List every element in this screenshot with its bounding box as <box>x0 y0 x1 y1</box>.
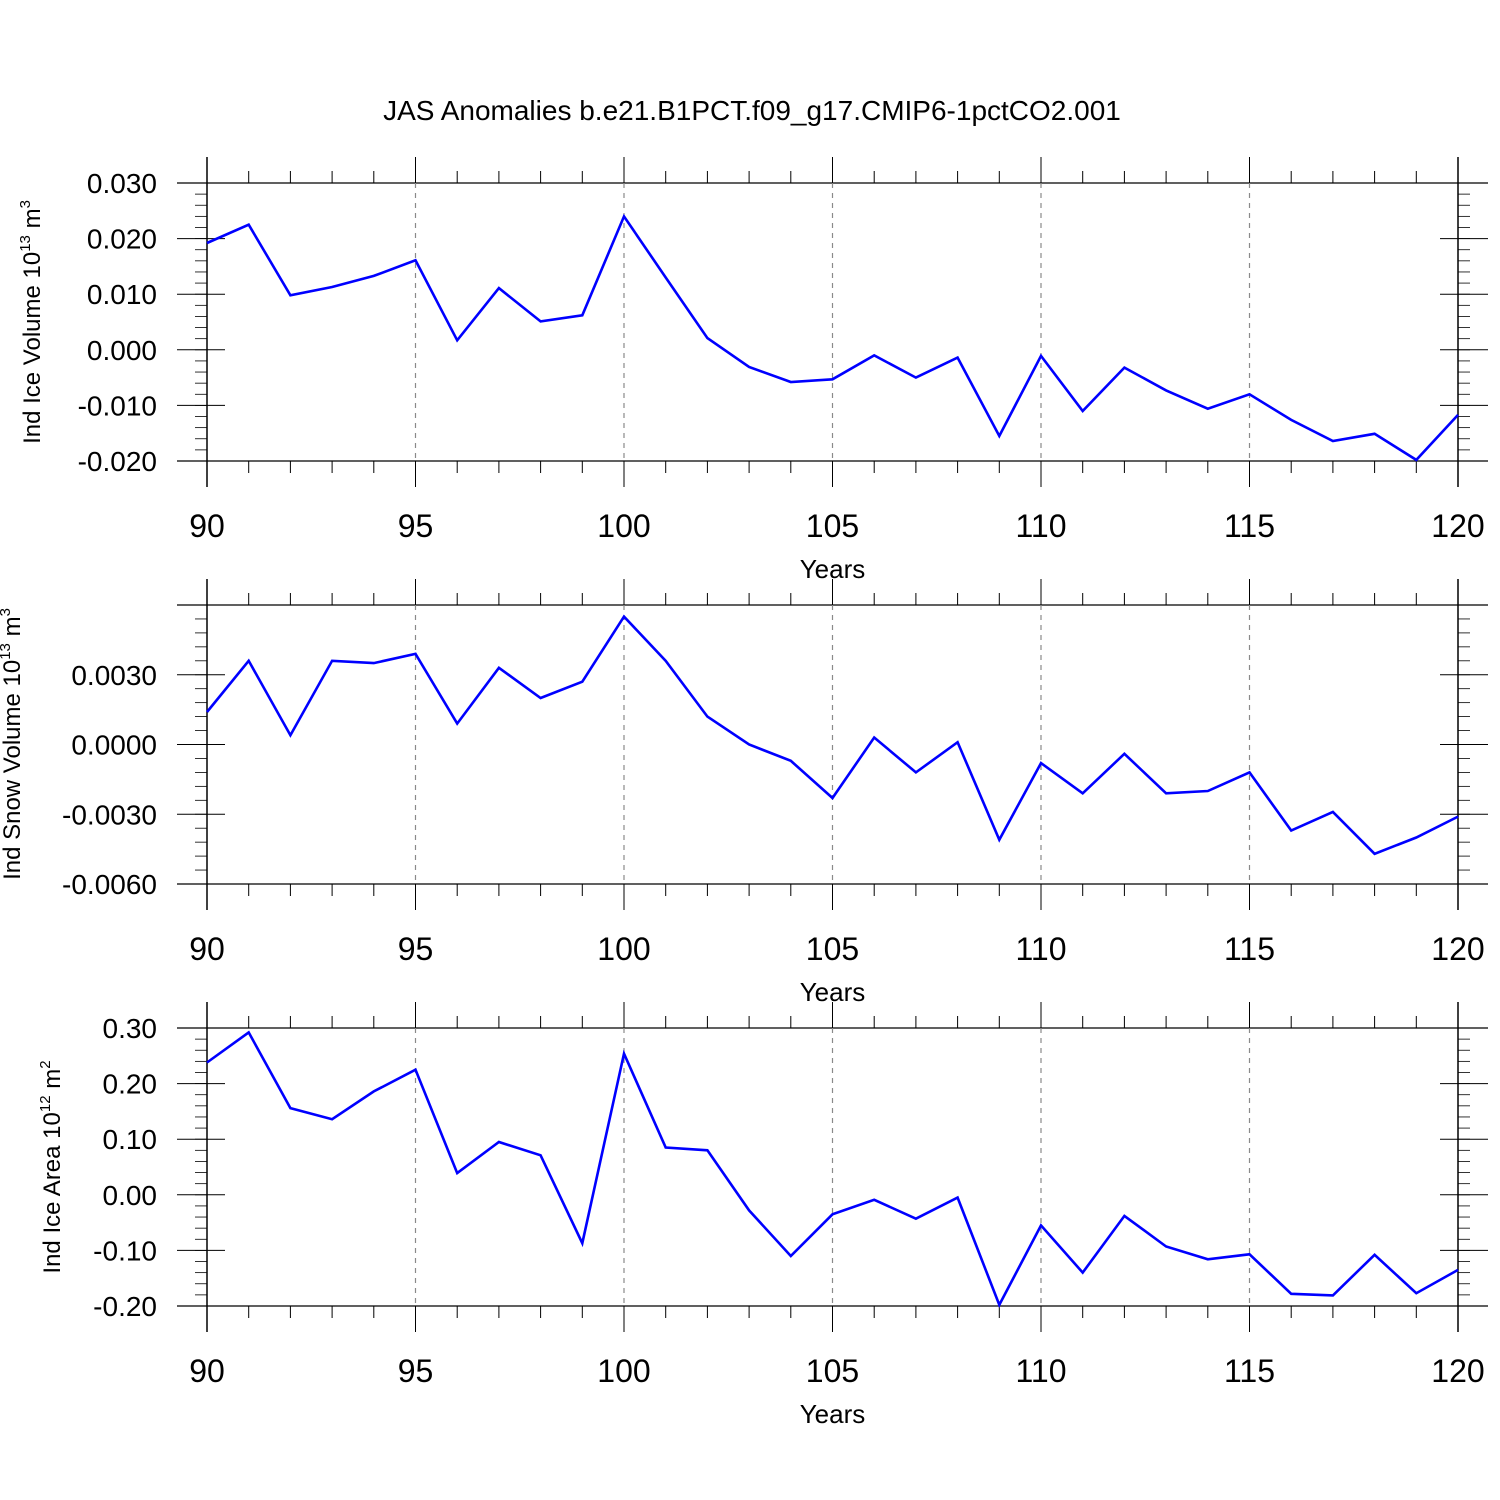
y-tick-label: 0.0000 <box>71 730 157 761</box>
y-axis-label: Ind Ice Area 1012 m2 <box>37 1060 66 1273</box>
x-tick-label: 105 <box>806 1353 859 1389</box>
y-tick-label: 0.10 <box>103 1124 158 1155</box>
x-tick-label: 115 <box>1224 508 1275 544</box>
x-tick-label: 110 <box>1015 931 1066 967</box>
x-tick-label: 100 <box>597 1353 650 1389</box>
x-tick-label: 110 <box>1015 508 1066 544</box>
y-label-text: Ind Ice Area 10 <box>39 1112 66 1273</box>
x-tick-label: 100 <box>597 931 650 967</box>
y-label-superscript: 3 <box>0 608 14 616</box>
y-label-superscript: 13 <box>17 235 34 252</box>
y-label-text: m <box>39 1069 66 1096</box>
y-label-superscript: 3 <box>17 200 34 208</box>
x-tick-label: 90 <box>189 1353 225 1389</box>
x-tick-label: 120 <box>1431 508 1484 544</box>
x-tick-label: 95 <box>398 508 434 544</box>
series-line <box>206 213 1459 462</box>
y-label-superscript: 12 <box>37 1095 54 1112</box>
x-tick-label: 105 <box>806 931 859 967</box>
y-label-superscript: 2 <box>37 1060 54 1068</box>
series-line <box>205 614 1459 856</box>
x-tick-label: 120 <box>1431 1353 1484 1389</box>
y-tick-label: -0.0030 <box>62 799 157 830</box>
y-tick-label: 0.000 <box>87 335 157 366</box>
y-axis-label: Ind Ice Volume 1013 m3 <box>17 200 46 444</box>
y-tick-label: -0.0060 <box>62 869 157 900</box>
x-tick-label: 90 <box>189 508 225 544</box>
x-tick-label: 120 <box>1431 931 1484 967</box>
y-label-text: Ind Snow Volume 10 <box>0 660 26 880</box>
y-tick-label: -0.20 <box>93 1291 157 1322</box>
x-tick-label: 95 <box>398 931 434 967</box>
y-axis-label: Ind Snow Volume 1013 m3 <box>0 608 26 880</box>
series-line <box>206 1030 1459 1309</box>
y-tick-label: -0.10 <box>93 1235 157 1266</box>
y-tick-label: 0.20 <box>103 1069 158 1100</box>
chart-title: JAS Anomalies b.e21.B1PCT.f09_g17.CMIP6-… <box>383 95 1121 126</box>
y-tick-label: -0.010 <box>78 390 157 421</box>
y-tick-label: 0.020 <box>87 224 157 255</box>
y-tick-label: 0.030 <box>87 168 157 199</box>
y-tick-label: 0.30 <box>103 1013 158 1044</box>
y-label-text: m <box>0 616 26 643</box>
x-tick-label: 105 <box>806 508 859 544</box>
y-tick-label: 0.0030 <box>71 660 157 691</box>
y-label-text: m <box>19 208 46 235</box>
x-tick-label: 90 <box>189 931 225 967</box>
x-tick-label: 115 <box>1224 931 1275 967</box>
y-label-superscript: 13 <box>0 643 14 660</box>
y-label-text: Ind Ice Volume 10 <box>19 252 46 444</box>
x-axis-label: Years <box>800 1399 866 1429</box>
x-tick-label: 115 <box>1224 1353 1275 1389</box>
x-tick-label: 95 <box>398 1353 434 1389</box>
y-tick-label: -0.020 <box>78 446 157 477</box>
x-tick-label: 110 <box>1015 1353 1066 1389</box>
x-tick-label: 100 <box>597 508 650 544</box>
y-tick-label: 0.010 <box>87 279 157 310</box>
y-tick-label: 0.00 <box>103 1180 158 1211</box>
